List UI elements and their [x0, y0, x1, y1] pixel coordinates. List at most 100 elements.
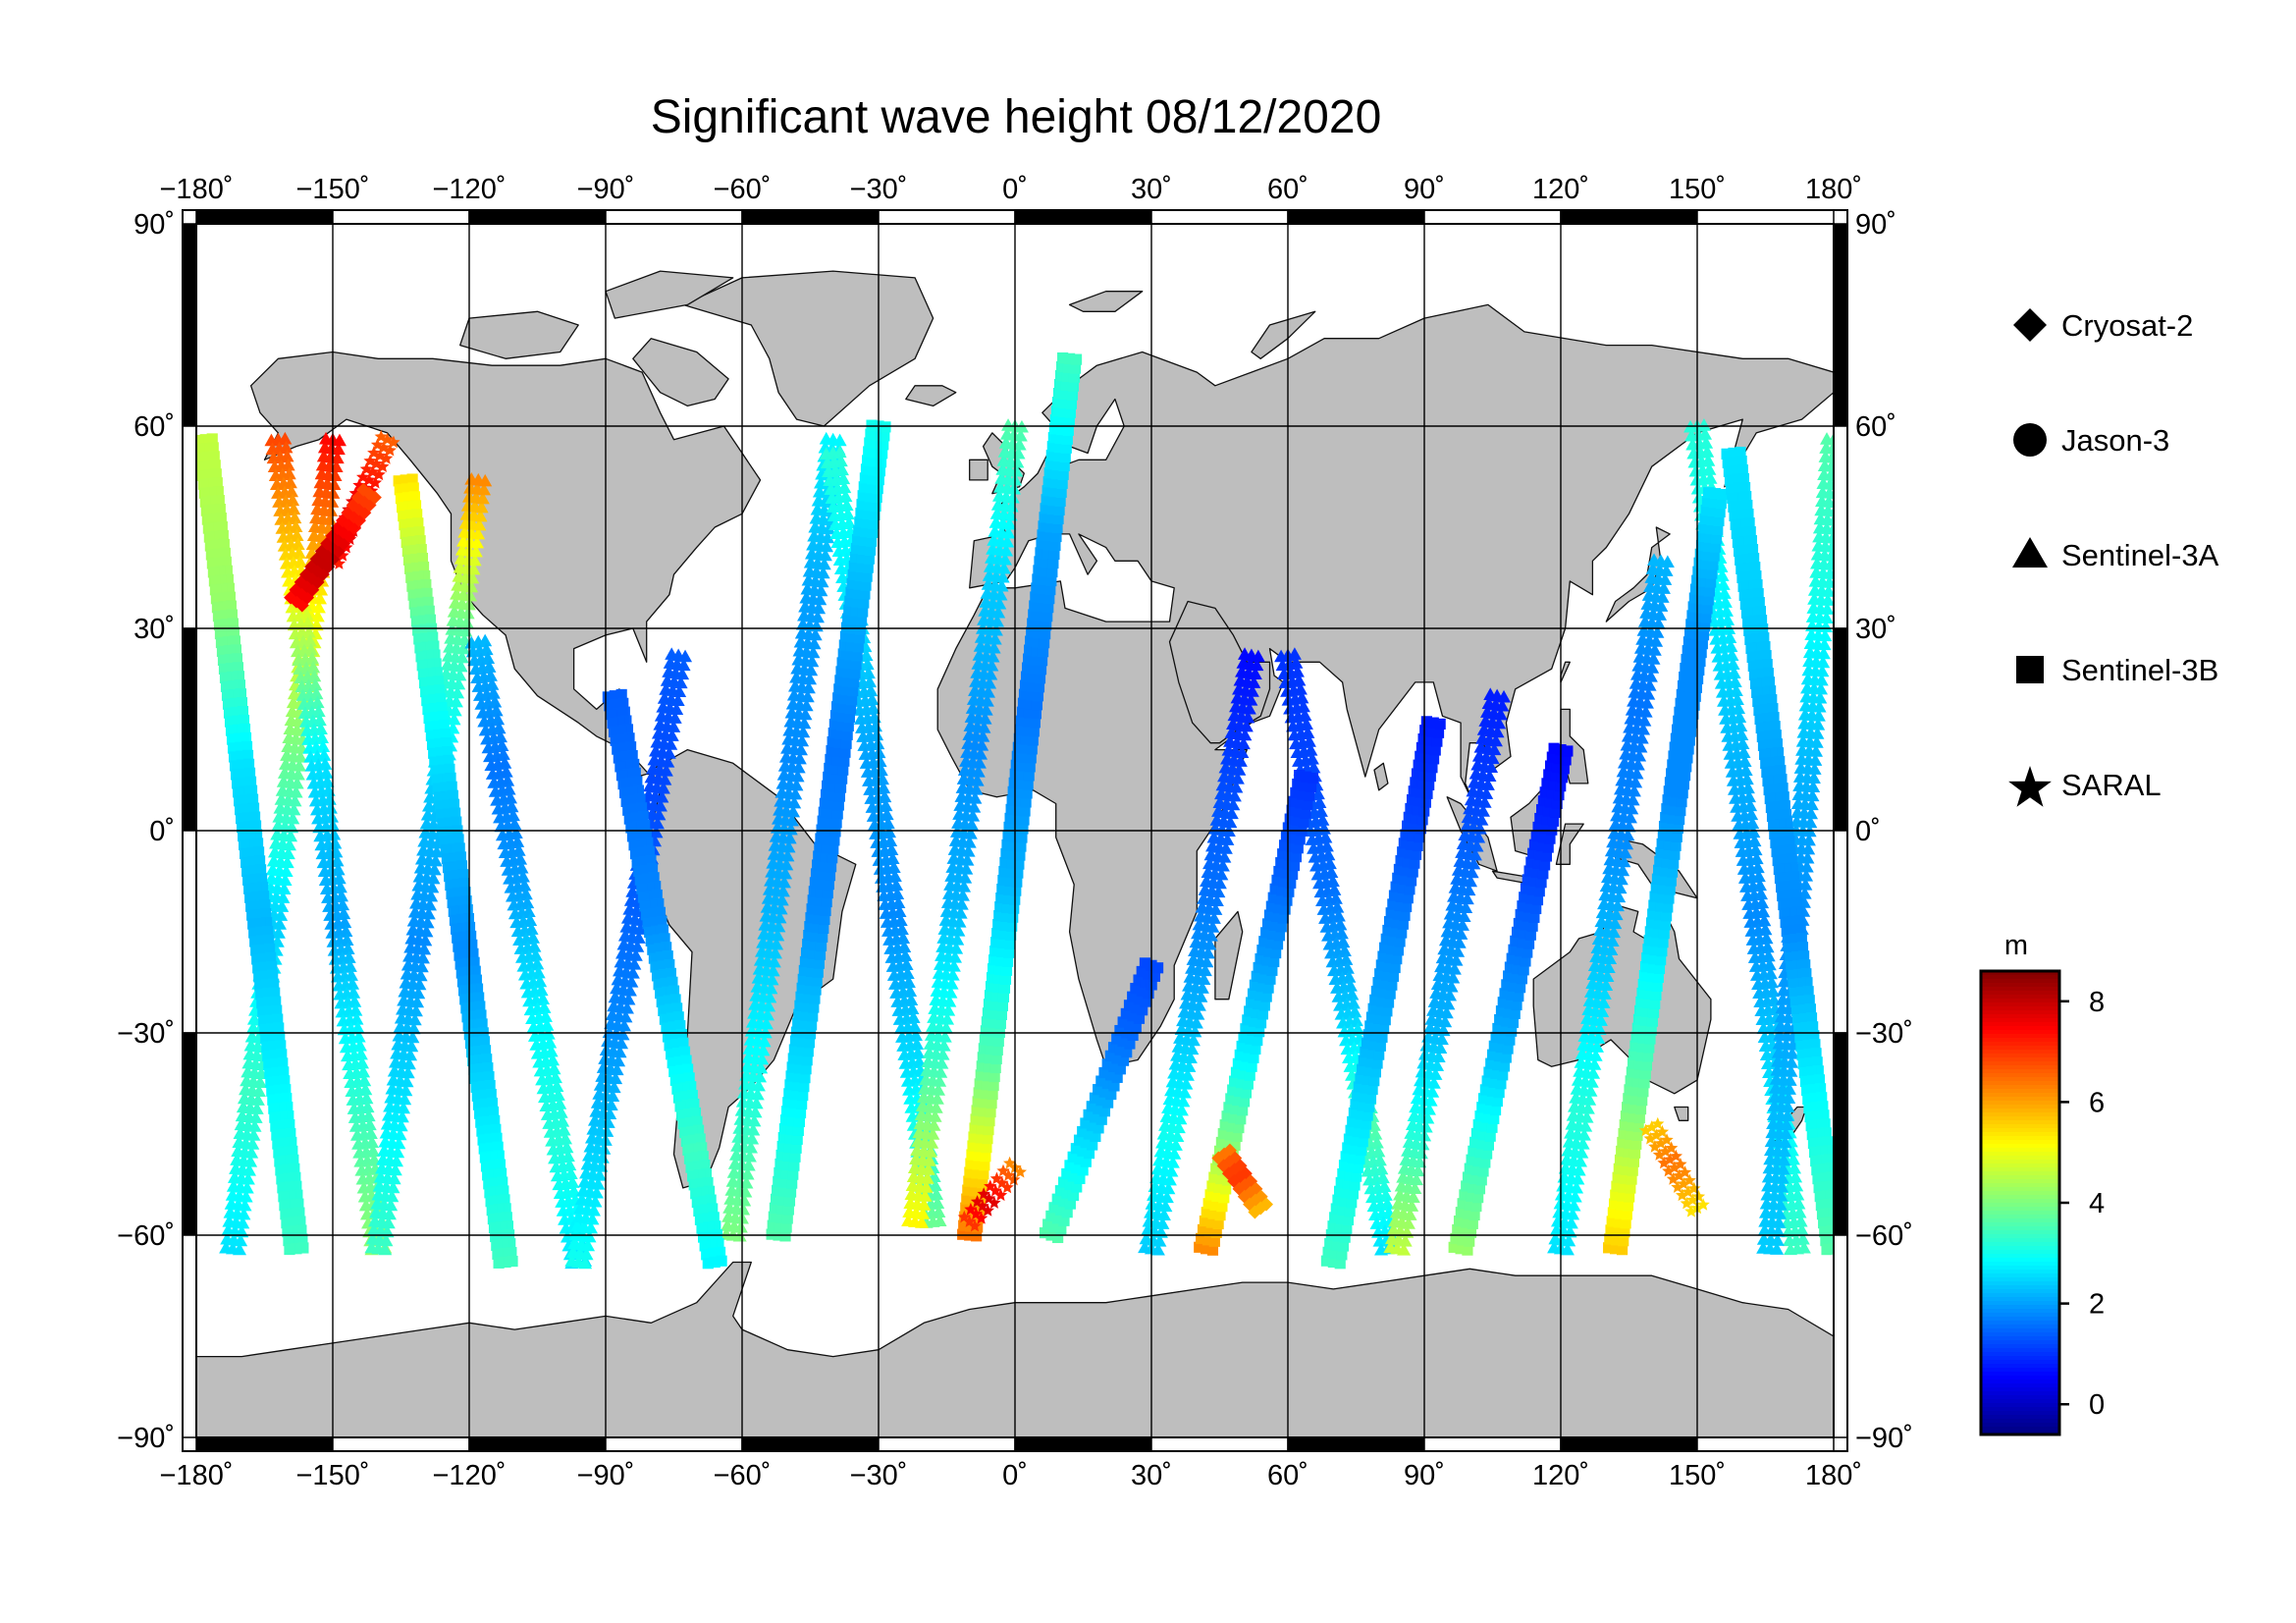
swh-sample-point: [981, 684, 995, 698]
swh-sample-point: [756, 1043, 771, 1056]
swh-sample-point: [807, 636, 822, 650]
swh-sample-point: [772, 919, 786, 933]
swh-sample-point: [522, 994, 537, 1007]
swh-sample-point: [853, 712, 868, 725]
swh-sample-point: [757, 1034, 772, 1048]
swh-sample-point: [613, 1045, 627, 1058]
swh-sample-point: [813, 592, 828, 606]
swh-sample-point: [327, 477, 342, 490]
swh-sample-point: [604, 1098, 618, 1110]
swh-sample-point: [616, 1018, 631, 1032]
swh-sample-point: [543, 1125, 558, 1138]
swh-sample-point: [273, 504, 288, 516]
swh-sample-point: [394, 1118, 408, 1132]
swh-sample-point: [733, 1219, 748, 1233]
swh-sample-point: [829, 526, 844, 539]
swh-sample-point: [612, 1054, 626, 1067]
swh-sample-point: [773, 910, 787, 924]
swh-sample-point: [941, 1003, 956, 1016]
land-novaya-zemlya: [1251, 310, 1316, 359]
swh-sample-point: [539, 1099, 554, 1112]
swh-sample-point: [768, 946, 782, 959]
swh-sample-point: [285, 600, 299, 614]
swh-sample-point: [1151, 962, 1164, 974]
land-baffin-island: [632, 338, 729, 407]
swh-sample-point: [428, 853, 443, 867]
swh-sample-point: [746, 1122, 761, 1136]
swh-sample-point: [268, 468, 283, 482]
swh-sample-point: [803, 672, 818, 685]
swh-sample-point: [328, 468, 343, 482]
swh-sample-point: [782, 831, 797, 844]
swh-sample-point: [885, 959, 900, 972]
swh-sample-point: [893, 1021, 908, 1034]
swh-sample-point: [317, 864, 332, 878]
swh-sample-point: [388, 1163, 402, 1176]
swh-sample-point: [358, 1198, 373, 1212]
swh-sample-point: [755, 1052, 770, 1065]
swh-sample-point: [460, 606, 475, 620]
swh-sample-point: [271, 926, 286, 939]
swh-sample-point: [822, 521, 836, 535]
swh-sample-point: [665, 729, 679, 741]
swh-sample-point: [607, 1080, 621, 1094]
swh-sample-point: [957, 880, 972, 893]
swh-sample-point: [347, 1102, 361, 1114]
swh-sample-point: [289, 635, 303, 649]
swh-sample-point: [917, 1198, 932, 1211]
swh-sample-point: [800, 689, 815, 703]
swh-sample-point: [449, 694, 463, 708]
swh-sample-point: [397, 1101, 411, 1114]
swh-sample-point: [553, 1186, 567, 1200]
swh-sample-point: [990, 614, 1005, 627]
swh-sample-point: [533, 1063, 548, 1077]
swh-sample-point: [555, 1195, 569, 1208]
swh-sample-point: [661, 755, 675, 768]
swh-sample-point: [749, 1096, 764, 1109]
swh-sample-point: [513, 942, 528, 954]
swh-sample-point: [787, 795, 802, 809]
swh-sample-point: [936, 1039, 951, 1052]
swh-sample-point: [831, 544, 846, 557]
swh-sample-point: [822, 464, 836, 477]
swh-sample-point: [418, 933, 433, 947]
swh-sample-point: [291, 767, 305, 781]
swh-sample-point: [471, 679, 486, 692]
swh-sample-point: [823, 473, 837, 486]
swh-sample-point: [417, 942, 432, 955]
swh-sample-point: [474, 500, 489, 514]
swh-sample-point: [538, 1090, 553, 1104]
swh-sample-point: [883, 942, 898, 954]
swh-sample-point: [493, 810, 507, 824]
swh-sample-point: [281, 846, 295, 860]
swh-sample-point: [736, 1202, 751, 1216]
swh-sample-point: [808, 627, 823, 641]
swh-sample-point: [382, 1207, 397, 1220]
swh-sample-point: [330, 451, 345, 464]
swh-sample-point: [427, 862, 442, 876]
swh-sample-point: [702, 1258, 714, 1270]
swh-sample-point: [250, 1093, 265, 1106]
swh-sample-point: [624, 974, 639, 988]
swh-sample-point: [582, 1229, 597, 1243]
swh-sample-point: [877, 889, 891, 901]
swh-sample-point: [470, 671, 485, 684]
swh-sample-point: [357, 1189, 372, 1203]
swh-sample-point: [413, 968, 428, 982]
swh-sample-point: [276, 530, 291, 543]
swh-sample-point: [274, 513, 289, 525]
satellite-track: [564, 647, 693, 1270]
swh-sample-point: [675, 667, 690, 680]
swh-sample-point: [586, 1203, 601, 1217]
swh-sample-point: [852, 703, 867, 716]
swh-sample-point: [741, 1158, 756, 1171]
swh-sample-point: [464, 579, 479, 593]
swh-sample-point: [949, 942, 964, 954]
swh-sample-point: [776, 875, 791, 889]
swh-sample-point: [247, 1119, 262, 1132]
swh-sample-point: [338, 1031, 352, 1045]
swh-sample-point: [292, 653, 306, 667]
swh-sample-point: [585, 1212, 600, 1225]
swh-sample-point: [889, 986, 904, 999]
swh-sample-point: [468, 544, 483, 558]
